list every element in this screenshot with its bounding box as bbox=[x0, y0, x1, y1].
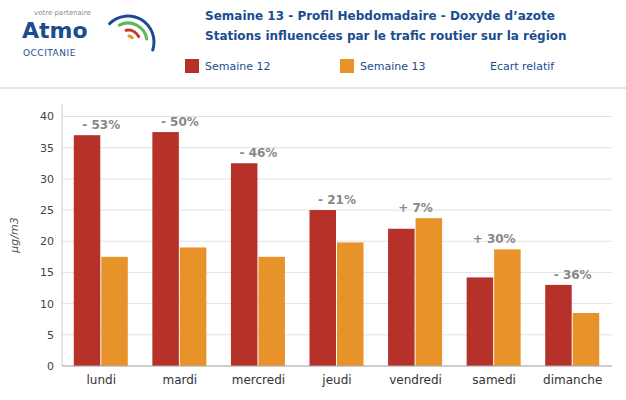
logo: votre partenaireAtmo OCCITANIE bbox=[22, 9, 154, 58]
legend-note: Ecart relatif bbox=[490, 60, 555, 73]
x-axis: lundi mardi mercredi jeudi vendredi samedi dim… bbox=[87, 373, 603, 387]
grid-line bbox=[62, 178, 612, 179]
x-tick-label: vendredi bbox=[389, 373, 442, 387]
bar bbox=[494, 249, 520, 366]
bar bbox=[231, 163, 258, 366]
annotations: - 53% - 50% - 46% - 21% + 7% + 30% - 36% bbox=[82, 115, 591, 282]
grid-line bbox=[62, 210, 612, 211]
bar bbox=[152, 132, 179, 366]
x-axis-line bbox=[62, 366, 612, 367]
bar bbox=[337, 242, 364, 366]
logo-name: Atmo bbox=[22, 18, 88, 43]
x-tick-label: jeudi bbox=[321, 373, 351, 387]
y-tick-label: 30 bbox=[40, 173, 54, 186]
bar bbox=[258, 257, 285, 366]
logo-tagline: votre partenaire bbox=[34, 9, 91, 17]
y-tick-label: 20 bbox=[40, 235, 54, 248]
logo-arc bbox=[119, 23, 146, 39]
title: Semaine 13 - Profil Hebdomadaire - Doxyd… bbox=[205, 9, 555, 23]
x-tick-label: mercredi bbox=[232, 373, 285, 387]
ecart-label: - 36% bbox=[554, 268, 592, 282]
x-tick-label: lundi bbox=[87, 373, 117, 387]
separator bbox=[0, 88, 626, 89]
bar bbox=[101, 257, 128, 366]
x-tick-label: mardi bbox=[162, 373, 197, 387]
bar bbox=[545, 285, 572, 366]
grid-line bbox=[62, 241, 612, 242]
y-axis-line bbox=[62, 104, 63, 366]
grid-line bbox=[62, 147, 612, 148]
bar bbox=[180, 247, 207, 366]
y-tick-label: 40 bbox=[40, 110, 54, 123]
ecart-label: - 21% bbox=[318, 193, 356, 207]
bar bbox=[310, 210, 337, 366]
grid-line bbox=[62, 116, 612, 117]
y-axis: 0 5 10 15 20 25 30 35 40 bbox=[40, 104, 612, 373]
legend-swatch bbox=[185, 59, 199, 73]
logo-region: OCCITANIE bbox=[23, 48, 76, 58]
bar bbox=[573, 313, 600, 366]
bar bbox=[416, 218, 443, 366]
y-tick-label: 0 bbox=[47, 360, 54, 373]
y-tick-label: 15 bbox=[40, 266, 54, 279]
y-tick-label: 25 bbox=[40, 204, 54, 217]
ecart-label: - 50% bbox=[161, 115, 199, 129]
bars bbox=[74, 132, 599, 366]
legend-label: Semaine 12 bbox=[205, 60, 271, 73]
ecart-label: + 30% bbox=[473, 232, 516, 246]
y-tick-label: 35 bbox=[40, 142, 54, 155]
logo-arc bbox=[129, 36, 132, 38]
x-tick-label: dimanche bbox=[543, 373, 602, 387]
legend-label: Semaine 13 bbox=[360, 60, 426, 73]
legend: Semaine 12 Semaine 13 Ecart relatif bbox=[185, 59, 555, 73]
y-tick-label: 5 bbox=[47, 329, 54, 342]
bar bbox=[74, 135, 101, 366]
subtitle: Stations influencées par le trafic routi… bbox=[205, 29, 567, 43]
chart: votre partenaireAtmo OCCITANIE Semaine 13 … bbox=[0, 0, 626, 400]
logo-arc bbox=[110, 16, 154, 50]
y-tick-label: 10 bbox=[40, 298, 54, 311]
ecart-label: + 7% bbox=[398, 201, 433, 215]
ecart-label: - 46% bbox=[239, 146, 277, 160]
ecart-label: - 53% bbox=[82, 118, 120, 132]
legend-swatch bbox=[340, 59, 354, 73]
bar bbox=[467, 277, 494, 366]
x-tick-label: samedi bbox=[472, 373, 516, 387]
grid-line bbox=[62, 366, 612, 367]
y-axis-label: µg/m3 bbox=[8, 217, 21, 253]
bar bbox=[388, 229, 415, 366]
